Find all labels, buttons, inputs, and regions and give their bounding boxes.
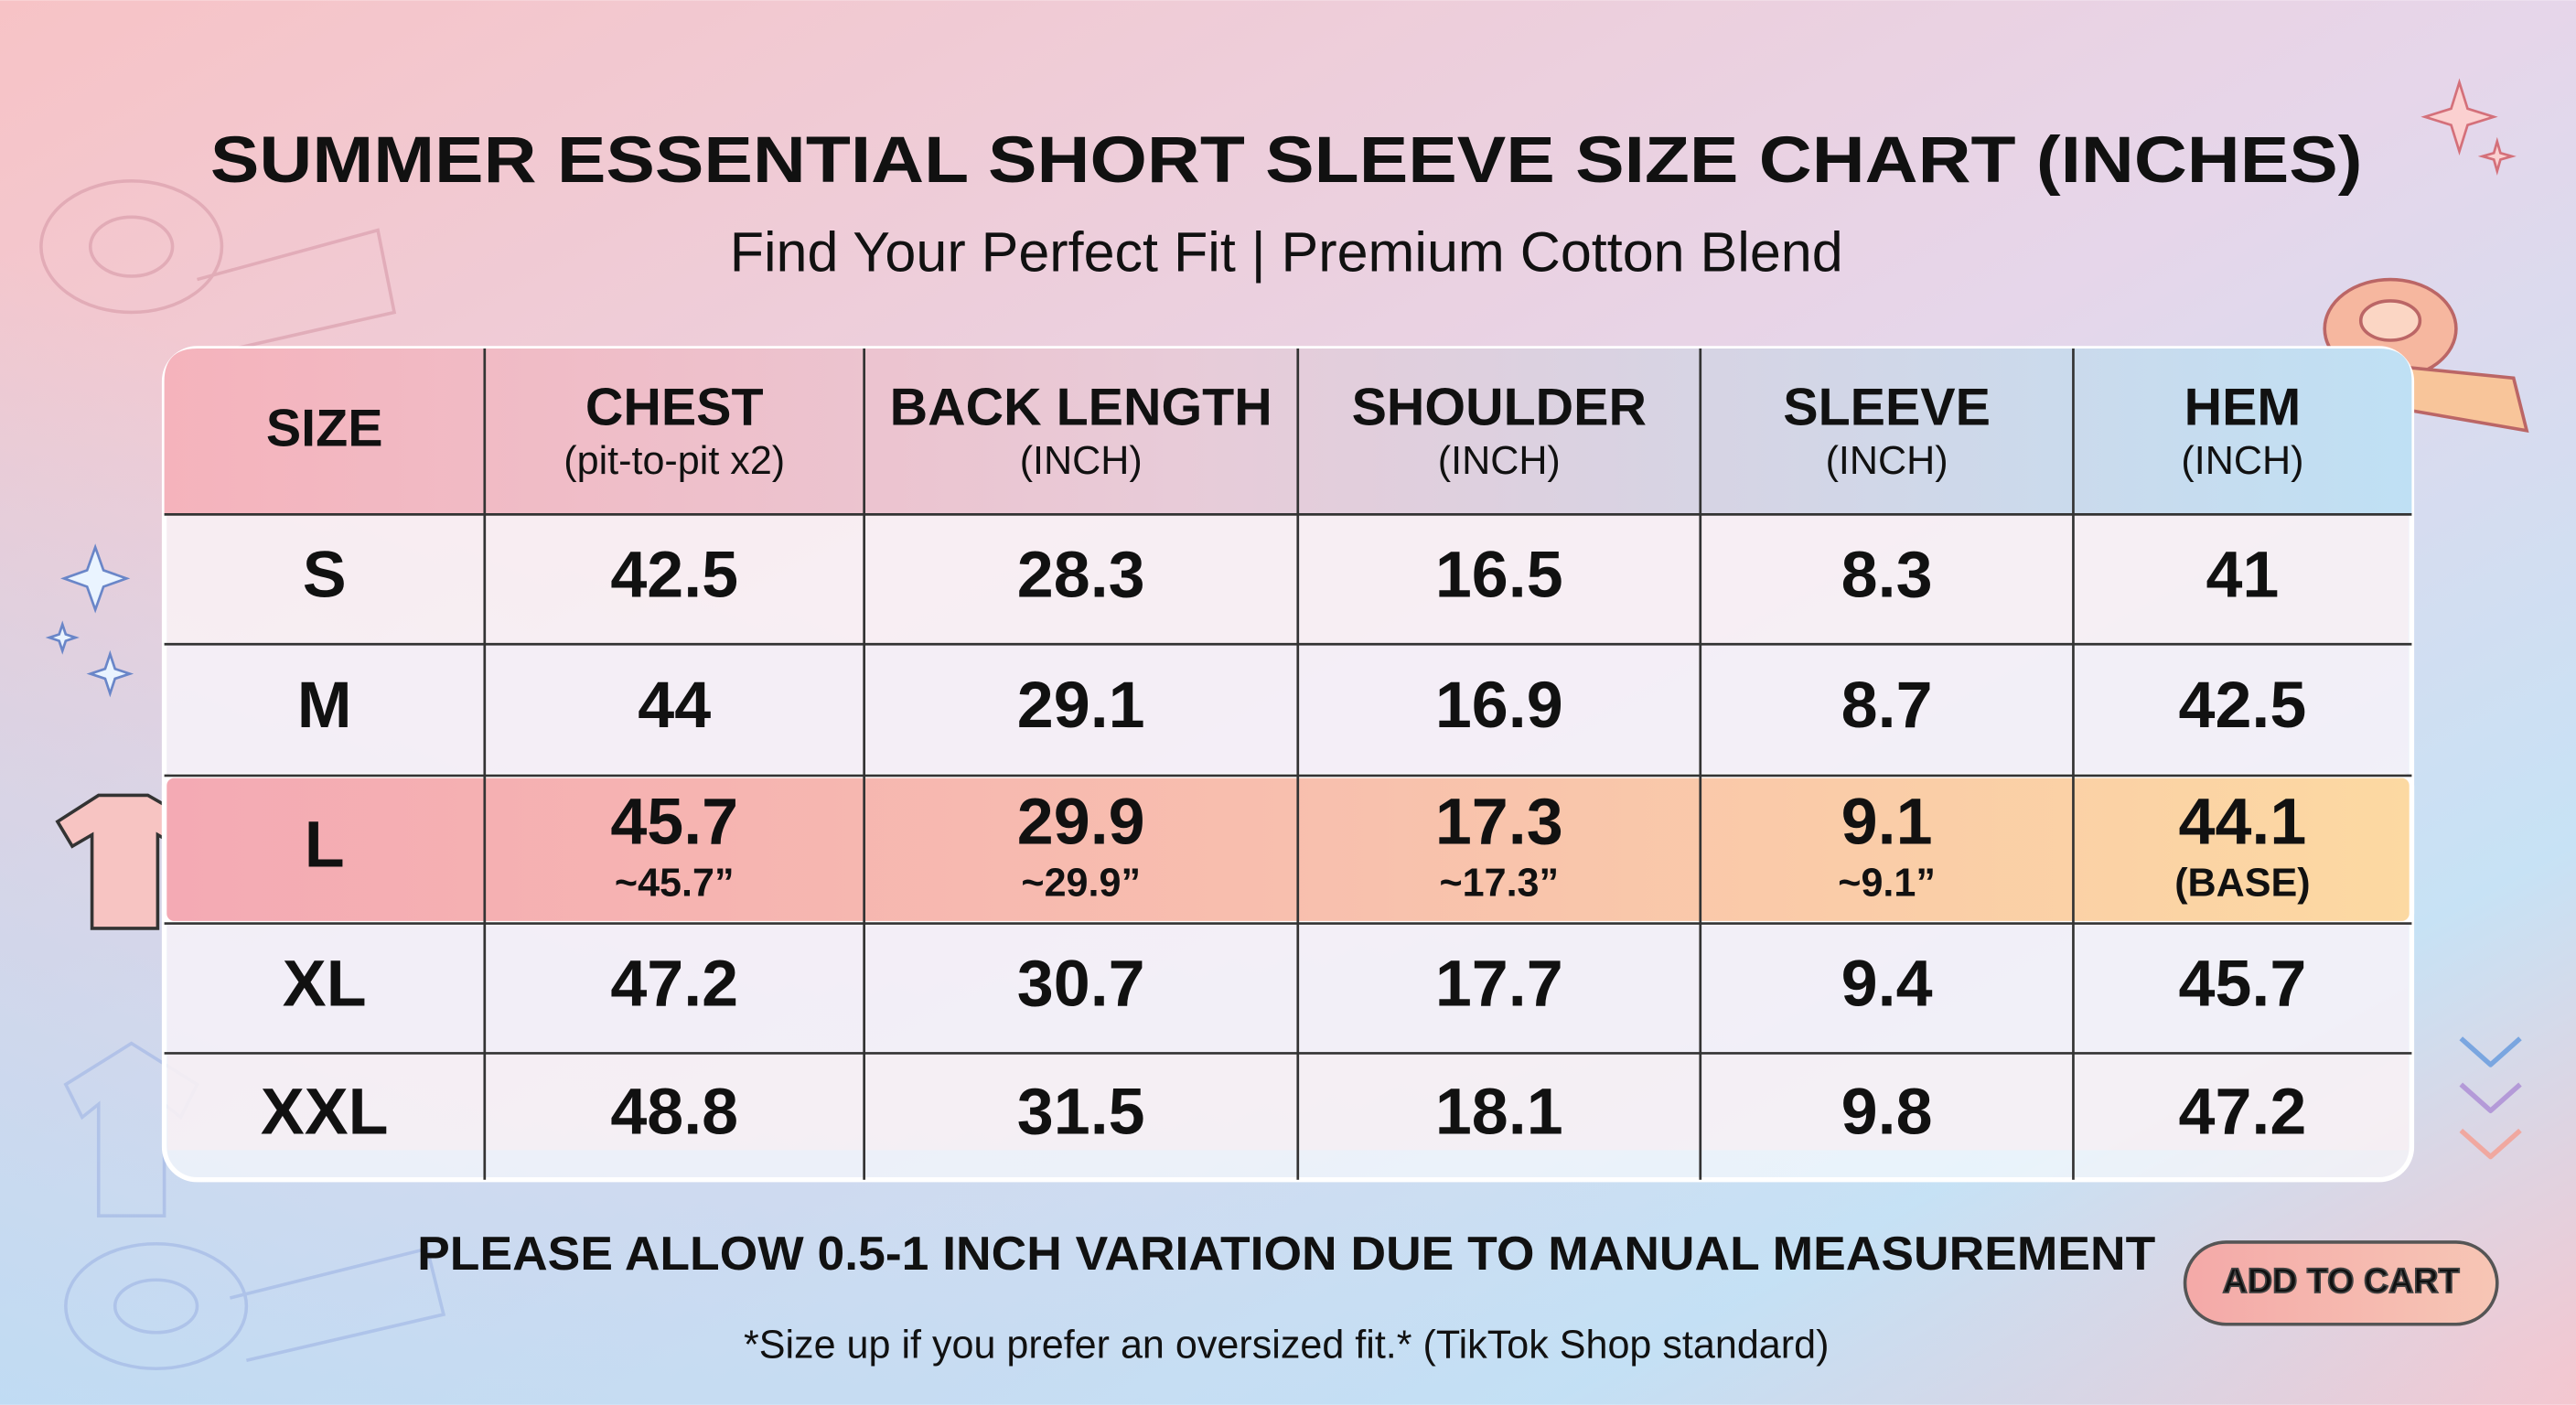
measurement: 17.3 — [1435, 786, 1563, 859]
measurement-note: ~29.9” — [1021, 862, 1141, 906]
decor-tape — [39, 179, 397, 356]
measurement: 9.8 — [1841, 1076, 1933, 1149]
title: SUMMER ESSENTIAL SHORT SLEEVE SIZE CHART… — [210, 123, 2363, 197]
footer-note: PLEASE ALLOW 0.5-1 INCH VARIATION DUE TO… — [417, 1228, 2155, 1281]
button-label[interactable]: ADD TO CART — [2222, 1260, 2461, 1301]
column-header: HEM — [2184, 378, 2302, 436]
measurement: 16.5 — [1435, 538, 1563, 611]
highlight-row-bg — [161, 773, 2415, 927]
size-label: M — [297, 669, 352, 742]
column-subheader: (INCH) — [1438, 439, 1561, 483]
button-bg[interactable] — [2183, 1240, 2499, 1326]
decor-sparkles-top — [2420, 78, 2517, 176]
subtitle: Find Your Perfect Fit | Premium Cotton B… — [730, 221, 1843, 284]
row-bg — [167, 1053, 2409, 1151]
size-table: SIZE CHEST(pit-to-pit x2)BACK LENGTH(INCH… — [161, 348, 2415, 1180]
measurement: 41 — [2206, 538, 2279, 611]
measurement: 29.1 — [1017, 669, 1145, 742]
column-subheader: (INCH) — [2181, 439, 2303, 483]
measurement: 44 — [638, 669, 711, 742]
measurement: 48.8 — [610, 1076, 738, 1149]
column-header: SLEEVE — [1783, 378, 1991, 436]
measurement-note: ~17.3” — [1439, 862, 1559, 906]
size-label: L — [305, 809, 345, 882]
column-subheader: (INCH) — [1826, 439, 1948, 483]
footnote: *Size up if you prefer an oversized fit.… — [744, 1323, 1829, 1367]
measurement: 47.2 — [2179, 1076, 2307, 1149]
row-bg — [167, 514, 2409, 645]
decor-shirt — [55, 793, 197, 930]
measurement: 28.3 — [1017, 538, 1145, 611]
add-to-cart-button[interactable]: ADD TO CART — [2183, 1240, 2499, 1326]
measurement-note: ~45.7” — [615, 862, 735, 906]
column-header: SHOULDER — [1352, 378, 1647, 436]
size-label: XL — [283, 947, 367, 1020]
measurement: 9.1 — [1841, 786, 1933, 859]
measurement-note: ~9.1” — [1838, 862, 1936, 906]
decor-arrows — [2459, 1036, 2522, 1160]
measurement: 29.9 — [1017, 786, 1145, 859]
column-subheader: (INCH) — [1020, 439, 1143, 483]
measurement: 45.7 — [610, 786, 738, 859]
measurement: 42.5 — [2179, 669, 2307, 742]
column-header: SIZE — [266, 400, 383, 458]
measurement: 31.5 — [1017, 1076, 1145, 1149]
row-bg — [167, 923, 2409, 1054]
measurement: 8.7 — [1841, 669, 1933, 742]
measurement: 44.1 — [2179, 786, 2307, 859]
measurement: 18.1 — [1435, 1076, 1563, 1149]
size-label: S — [303, 538, 347, 611]
decor-sparkles — [45, 543, 134, 698]
column-subheader: (pit-to-pit x2) — [564, 439, 785, 483]
column-header: CHEST — [585, 378, 764, 436]
measurement: 47.2 — [610, 947, 738, 1020]
row-bg — [167, 644, 2409, 776]
measurement-note: (BASE) — [2174, 862, 2310, 906]
measurement: 8.3 — [1841, 538, 1933, 611]
measurement: 16.9 — [1435, 669, 1563, 742]
measurement: 45.7 — [2179, 947, 2307, 1020]
measurement: 9.4 — [1841, 947, 1933, 1020]
size-label: XXL — [261, 1076, 389, 1149]
column-header: BACK LENGTH — [890, 378, 1272, 436]
measurement: 17.7 — [1435, 947, 1563, 1020]
measurement: 42.5 — [610, 538, 738, 611]
header-bg — [164, 348, 2412, 515]
measurement: 30.7 — [1017, 947, 1145, 1020]
